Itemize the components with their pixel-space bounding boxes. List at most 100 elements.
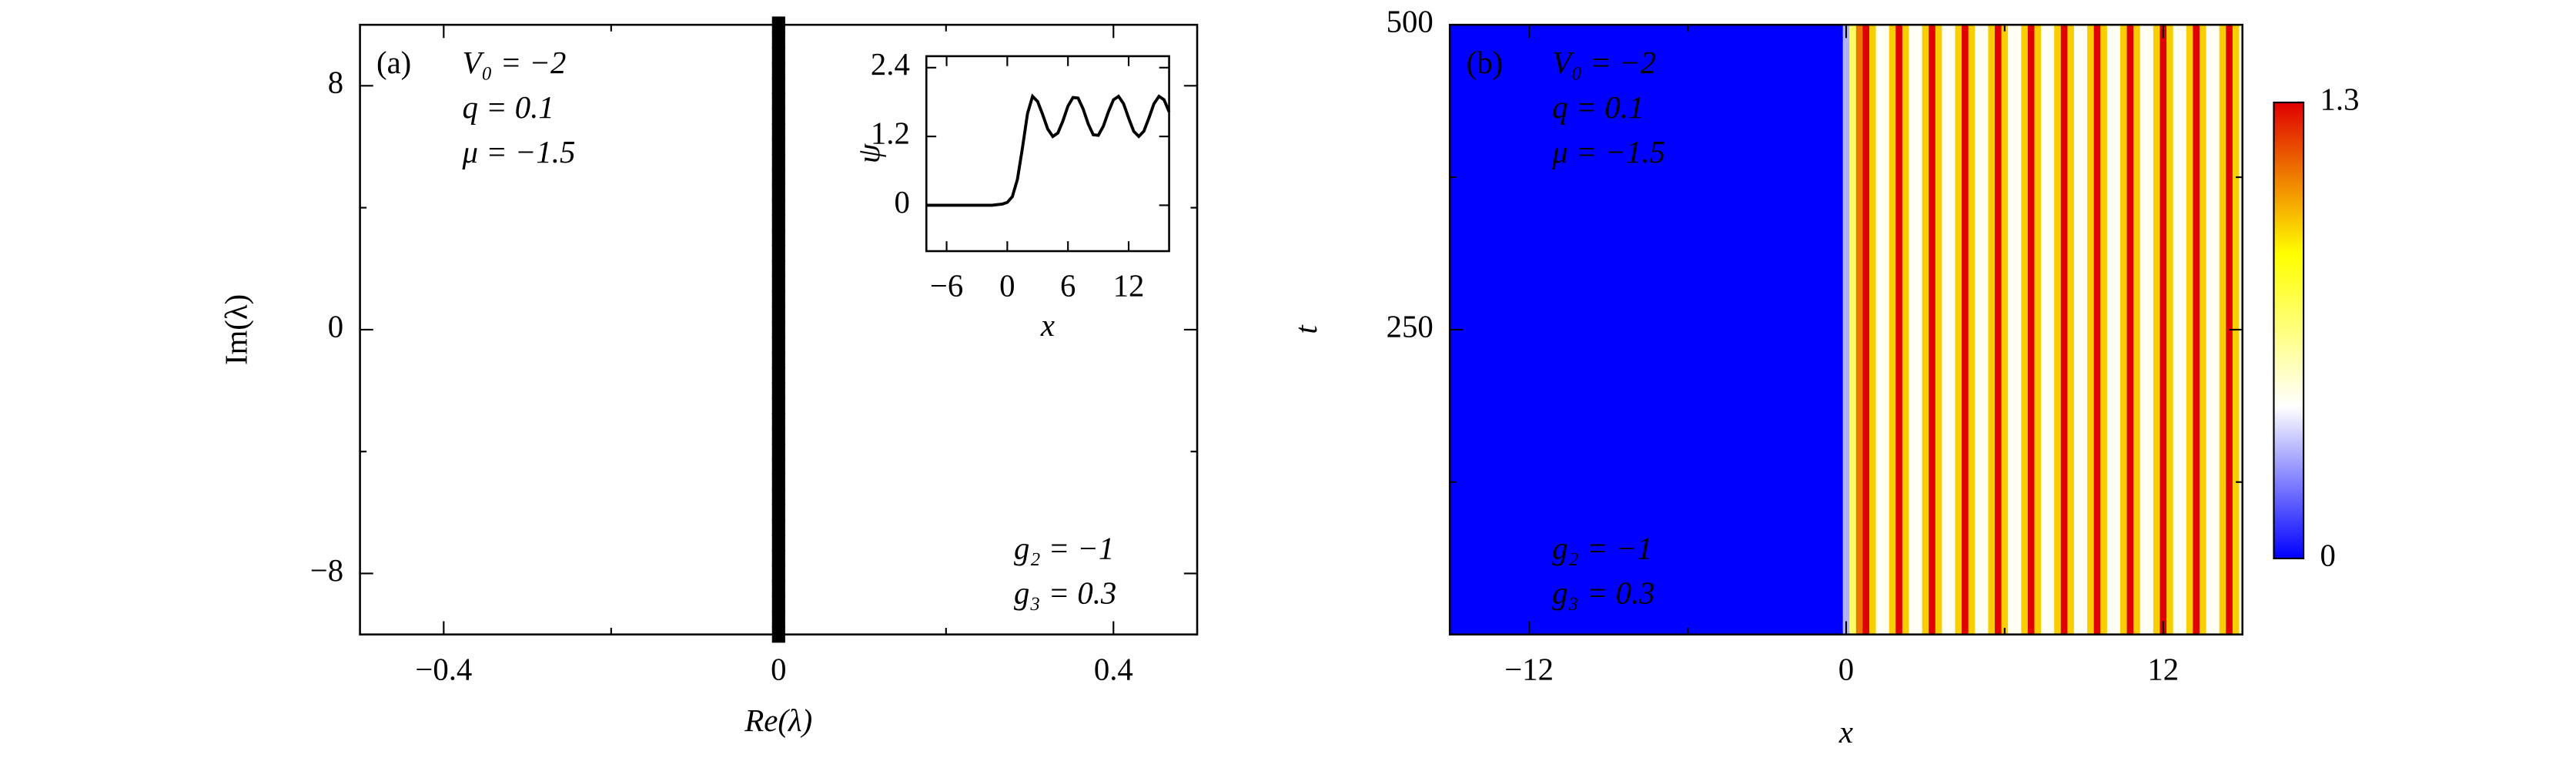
heatmap-cell bbox=[2213, 25, 2220, 635]
heatmap-cell bbox=[2206, 25, 2214, 635]
heatmap-cell bbox=[1868, 25, 1877, 635]
parameter: g₃ = 0.3 bbox=[1552, 576, 1654, 611]
x-axis-label: x bbox=[1838, 715, 1853, 750]
y-tick-label: −8 bbox=[310, 553, 343, 588]
eigenvalue-point bbox=[771, 458, 785, 475]
eigenvalue-point bbox=[771, 32, 785, 49]
heatmap-cell bbox=[2034, 25, 2042, 635]
eigenvalue-point bbox=[771, 428, 785, 445]
heatmap-cell bbox=[2041, 25, 2049, 635]
eigenvalue-point bbox=[771, 336, 785, 354]
eigenvalue-point bbox=[771, 397, 785, 414]
heatmap-cell bbox=[1995, 25, 2002, 635]
eigenvalue-point bbox=[771, 199, 785, 216]
heatmap-cell bbox=[1968, 25, 1976, 635]
x-tick-label: −0.4 bbox=[415, 652, 472, 686]
y-tick-label: 0 bbox=[328, 309, 343, 344]
eigenvalue-point bbox=[771, 138, 785, 156]
y-tick-label: 250 bbox=[1387, 309, 1434, 344]
eigenvalue-point bbox=[771, 77, 785, 95]
eigenvalue-point bbox=[771, 351, 785, 369]
x-tick-label: 6 bbox=[1060, 269, 1076, 304]
heatmap-cell bbox=[1895, 25, 1904, 635]
heatmap-cell bbox=[2106, 25, 2115, 635]
eigenvalue-point bbox=[771, 260, 785, 277]
eigenvalue-point bbox=[771, 245, 785, 262]
eigenvalue-point bbox=[771, 306, 785, 323]
heatmap-cell bbox=[1889, 25, 1897, 635]
eigenvalue-point bbox=[771, 367, 785, 384]
heatmap-cell bbox=[1909, 25, 1917, 635]
eigenvalue-point bbox=[771, 382, 785, 399]
eigenvalue-point bbox=[771, 62, 785, 79]
eigenvalue-point bbox=[771, 16, 785, 33]
y-tick-label: 0 bbox=[894, 185, 909, 220]
heatmap-cell bbox=[1842, 25, 1851, 635]
eigenvalue-point bbox=[771, 535, 785, 552]
heatmap-cell bbox=[1929, 25, 1937, 635]
heatmap-cell bbox=[2219, 25, 2227, 635]
heatmap-cell bbox=[2021, 25, 2029, 635]
x-axis-label: Re(λ) bbox=[744, 703, 812, 738]
heatmap-cell bbox=[1955, 25, 1963, 635]
panel-label: (a) bbox=[376, 45, 411, 80]
heatmap-cell bbox=[1450, 25, 1646, 635]
heatmap-cell bbox=[2087, 25, 2095, 635]
heatmap-cell bbox=[2180, 25, 2188, 635]
heatmap-cell bbox=[1902, 25, 1910, 635]
heatmap-cell bbox=[2139, 25, 2148, 635]
x-tick-label: −6 bbox=[930, 269, 963, 304]
y-tick-label: 1.2 bbox=[871, 116, 910, 151]
x-tick-label: 0 bbox=[1838, 652, 1854, 686]
heatmap-cell bbox=[1644, 25, 1844, 635]
profile-line bbox=[926, 93, 1171, 207]
heatmap-cell bbox=[1935, 25, 1943, 635]
heatmap-cell bbox=[2027, 25, 2036, 635]
panel-label: (b) bbox=[1467, 45, 1504, 80]
x-tick-label: 0 bbox=[999, 269, 1015, 304]
eigenvalue-point bbox=[771, 580, 785, 597]
y-axis-label: ψ bbox=[851, 143, 886, 163]
heatmap-cell bbox=[1988, 25, 1996, 635]
colorbar-tick-label: 0 bbox=[2320, 538, 2336, 572]
eigenvalue-point bbox=[771, 275, 785, 293]
heatmap-cell bbox=[2153, 25, 2161, 635]
heatmap-cell bbox=[2008, 25, 2016, 635]
heatmap bbox=[1450, 25, 2243, 635]
eigenvalue-point bbox=[771, 214, 785, 232]
x-tick-label: 12 bbox=[1113, 269, 1145, 304]
heatmap-cell bbox=[1922, 25, 1930, 635]
eigenvalue-point bbox=[771, 47, 785, 64]
eigenvalue-point bbox=[771, 488, 785, 506]
eigenvalue-point bbox=[771, 184, 785, 201]
heatmap-cell bbox=[2186, 25, 2194, 635]
colorbar-tick-label: 1.3 bbox=[2320, 82, 2360, 116]
heatmap-cell bbox=[1855, 25, 1864, 635]
eigenvalue-point bbox=[771, 595, 785, 612]
x-tick-label: 0.4 bbox=[1094, 652, 1133, 686]
plot-frame bbox=[1448, 23, 2244, 636]
heatmap-cell bbox=[2113, 25, 2122, 635]
heatmap-cell bbox=[2060, 25, 2069, 635]
heatmap-cell bbox=[1882, 25, 1891, 635]
x-tick-label: 12 bbox=[2147, 652, 2179, 686]
heatmap-cell bbox=[2067, 25, 2076, 635]
parameter: g₂ = −1 bbox=[1552, 532, 1652, 566]
parameter: g₂ = −1 bbox=[1014, 532, 1114, 566]
eigenvalue-point bbox=[771, 92, 785, 109]
eigenvalue-point bbox=[771, 290, 785, 308]
heatmap-cell bbox=[2047, 25, 2056, 635]
parameter: μ = −1.5 bbox=[462, 135, 576, 169]
parameter: V₀ = −2 bbox=[463, 45, 567, 80]
eigenvalue-point bbox=[771, 169, 785, 186]
heatmap-cell bbox=[2054, 25, 2062, 635]
heatmap-cell bbox=[2159, 25, 2168, 635]
heatmap-cell bbox=[1962, 25, 1969, 635]
x-tick-label: 0 bbox=[771, 652, 786, 686]
plot-frame bbox=[925, 55, 1170, 253]
x-tick-label: −12 bbox=[1504, 652, 1554, 686]
y-tick-label: 8 bbox=[328, 65, 343, 100]
eigenvalue-point bbox=[771, 611, 785, 628]
